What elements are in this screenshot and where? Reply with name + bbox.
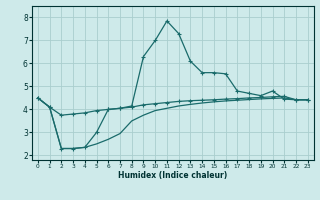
X-axis label: Humidex (Indice chaleur): Humidex (Indice chaleur) <box>118 171 228 180</box>
